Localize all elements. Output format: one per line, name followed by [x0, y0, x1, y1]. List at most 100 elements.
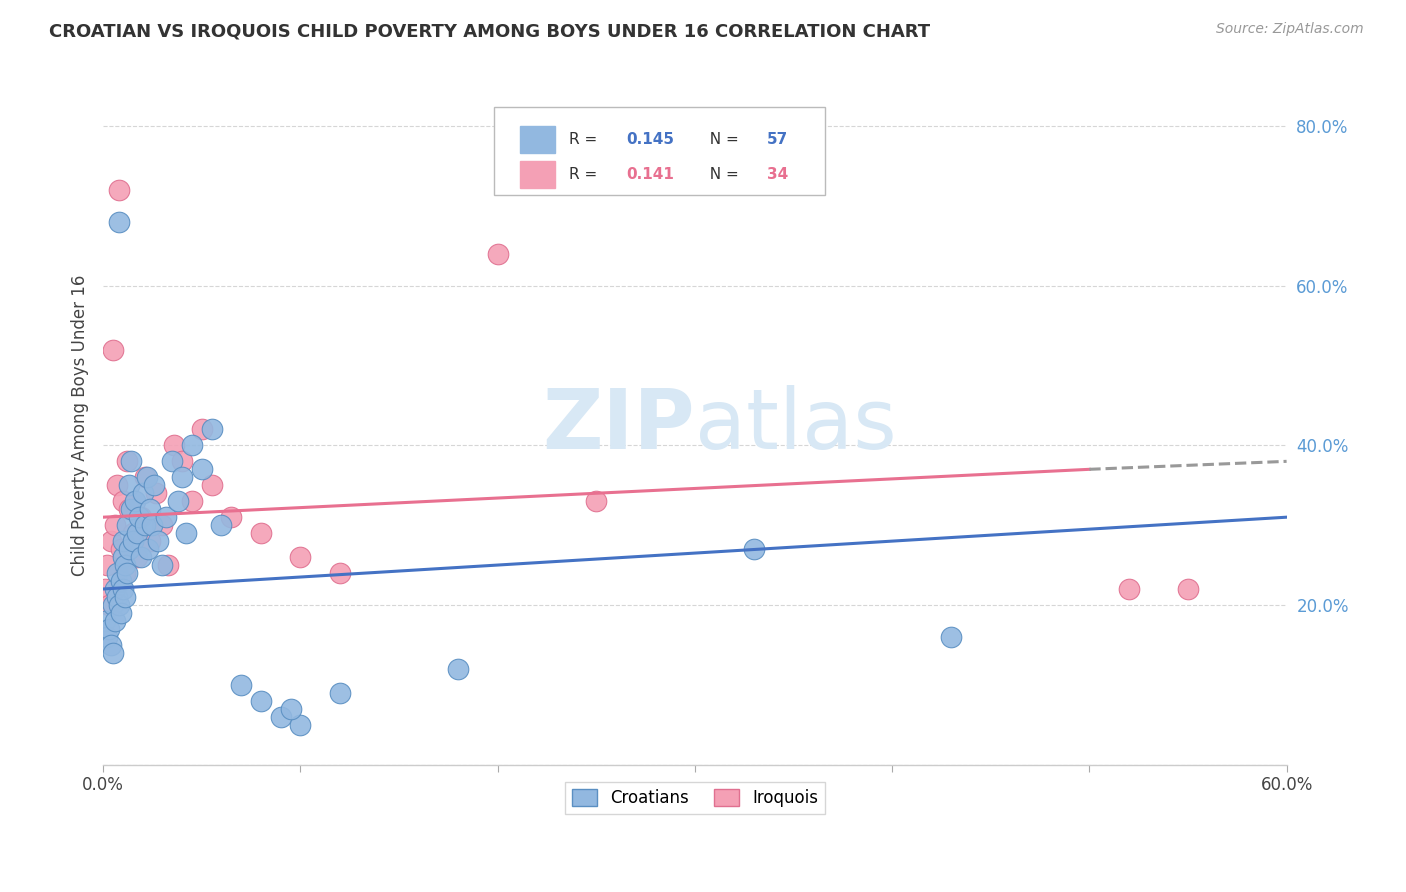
Point	[190, 422, 212, 436]
Point	[108, 598, 131, 612]
Point	[121, 526, 143, 541]
Point	[190, 462, 212, 476]
Point	[290, 717, 312, 731]
Point	[135, 470, 157, 484]
Point	[170, 470, 193, 484]
Point	[120, 454, 142, 468]
Point	[329, 686, 352, 700]
Point	[941, 630, 963, 644]
Point	[114, 590, 136, 604]
Text: 0.145: 0.145	[626, 132, 675, 147]
Point	[101, 646, 124, 660]
Bar	[520, 161, 555, 188]
Text: atlas: atlas	[695, 385, 897, 466]
Point	[270, 709, 292, 723]
Point	[139, 502, 162, 516]
Text: CROATIAN VS IROQUOIS CHILD POVERTY AMONG BOYS UNDER 16 CORRELATION CHART: CROATIAN VS IROQUOIS CHILD POVERTY AMONG…	[49, 22, 931, 40]
FancyBboxPatch shape	[494, 107, 825, 194]
Point	[104, 518, 127, 533]
Point	[114, 566, 136, 580]
Legend: Croatians, Iroquois: Croatians, Iroquois	[565, 782, 825, 814]
Text: Source: ZipAtlas.com: Source: ZipAtlas.com	[1216, 22, 1364, 37]
Point	[145, 486, 167, 500]
Point	[486, 247, 509, 261]
Point	[160, 454, 183, 468]
Text: 57: 57	[768, 132, 789, 147]
Point	[111, 550, 134, 565]
Point	[128, 510, 150, 524]
Point	[221, 510, 243, 524]
Point	[114, 558, 136, 572]
Point	[100, 534, 122, 549]
Point	[231, 678, 253, 692]
Point	[157, 558, 180, 572]
Point	[174, 526, 197, 541]
Point	[447, 662, 470, 676]
Point	[101, 343, 124, 357]
Point	[131, 486, 153, 500]
Point	[125, 550, 148, 565]
Point	[98, 622, 121, 636]
Point	[201, 478, 224, 492]
Point	[105, 566, 128, 580]
Point	[141, 518, 163, 533]
Point	[100, 638, 122, 652]
Text: 0.141: 0.141	[626, 167, 673, 182]
Text: N =: N =	[700, 167, 744, 182]
Point	[148, 534, 170, 549]
Text: 34: 34	[768, 167, 789, 182]
Point	[104, 582, 127, 596]
Text: R =: R =	[569, 167, 603, 182]
Point	[1118, 582, 1140, 596]
Point	[138, 542, 160, 557]
Point	[280, 701, 302, 715]
Point	[143, 478, 166, 492]
Point	[1177, 582, 1199, 596]
Point	[124, 494, 146, 508]
Point	[742, 542, 765, 557]
Text: ZIP: ZIP	[543, 385, 695, 466]
Bar	[520, 126, 555, 153]
Point	[129, 550, 152, 565]
Point	[101, 598, 124, 612]
Point	[104, 614, 127, 628]
Point	[180, 438, 202, 452]
Point	[163, 438, 186, 452]
Point	[329, 566, 352, 580]
Point	[201, 422, 224, 436]
Point	[115, 566, 138, 580]
Point	[111, 582, 134, 596]
Point	[118, 478, 141, 492]
Point	[98, 598, 121, 612]
Point	[110, 542, 132, 557]
Point	[150, 518, 173, 533]
Point	[134, 470, 156, 484]
Point	[139, 534, 162, 549]
Point	[585, 494, 607, 508]
Point	[111, 534, 134, 549]
Point	[118, 542, 141, 557]
Point	[118, 502, 141, 516]
Point	[125, 526, 148, 541]
Point	[134, 518, 156, 533]
Point	[155, 510, 177, 524]
Point	[105, 590, 128, 604]
Point	[94, 582, 117, 596]
Point	[115, 518, 138, 533]
Point	[96, 630, 118, 644]
Point	[110, 574, 132, 588]
Point	[211, 518, 233, 533]
Point	[110, 606, 132, 620]
Point	[170, 454, 193, 468]
Point	[150, 558, 173, 572]
Point	[115, 454, 138, 468]
Point	[96, 558, 118, 572]
Point	[105, 478, 128, 492]
Point	[129, 510, 152, 524]
Point	[111, 494, 134, 508]
Point	[250, 526, 273, 541]
Text: N =: N =	[700, 132, 744, 147]
Point	[180, 494, 202, 508]
Y-axis label: Child Poverty Among Boys Under 16: Child Poverty Among Boys Under 16	[72, 275, 89, 576]
Point	[290, 550, 312, 565]
